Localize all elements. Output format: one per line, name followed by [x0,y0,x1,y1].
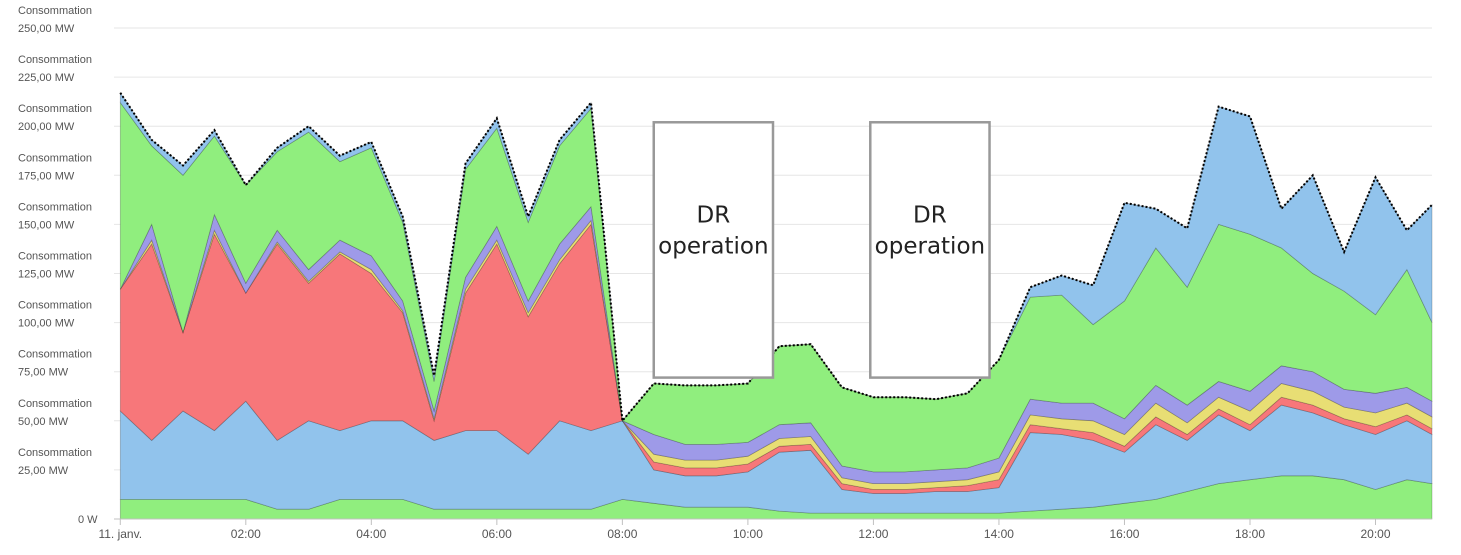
y-tick-label-2: Consommation 50,00 MW [18,398,92,428]
x-tick-label-7: 14:00 [984,527,1014,541]
total-line [119,92,1433,424]
y-tick-label-8: Consommation 200,00 MW [18,103,92,133]
x-tick-label-6: 12:00 [858,527,888,541]
area-series-4 [119,205,1433,484]
x-tick-label-3: 06:00 [482,527,512,541]
y-tick-label-0: 0 W [78,514,98,526]
dr-operation-box-0 [652,121,775,379]
dr-operation-label-line2-0: operation [658,233,768,259]
y-tick-label-1: Consommation 25,00 MW [18,447,92,477]
x-tick-label-0: 11. janv. [98,527,142,541]
area-series-1 [119,400,1433,514]
dr-operation-label-line2-1: operation [875,233,985,259]
stacked-areas [119,91,1433,520]
total-dotted-line [119,92,1433,424]
y-tick-label-9: Consommation 225,00 MW [18,54,92,84]
x-tick-label-9: 18:00 [1235,527,1265,541]
y-tick-label-6: Consommation 150,00 MW [18,201,92,231]
x-axis-ticks: 11. janv. 02:00 04:00 06:00 08:00 10:00 12:00 1… [98,518,1432,541]
x-tick-label-2: 04:00 [356,527,386,541]
y-tick-label-3: Consommation 75,00 MW [18,349,92,379]
area-series-6 [119,91,1433,422]
x-tick-label-10: 20:00 [1360,527,1390,541]
y-tick-label-10: Consommation 250,00 MW [18,5,92,35]
y-tick-label-4: Consommation 100,00 MW [18,300,92,330]
y-tick-label-5: Consommation 125,00 MW [18,251,92,281]
dr-operation-label-line1-0: DR [697,202,731,228]
x-tick-label-8: 16:00 [1109,527,1139,541]
area-series-3 [119,219,1433,490]
annotations: DR operation DR operation [652,121,991,379]
y-tick-label-7: Consommation 175,00 MW [18,152,92,182]
dr-operation-label-line1-1: DR [913,202,947,228]
y-axis-ticks: 0 W Consommation 25,00 MW Consommation 50,00… [18,5,98,526]
x-tick-label-1: 02:00 [231,527,261,541]
x-tick-label-4: 08:00 [607,527,637,541]
x-tick-label-5: 10:00 [733,527,763,541]
dr-operation-box-1 [869,121,991,379]
